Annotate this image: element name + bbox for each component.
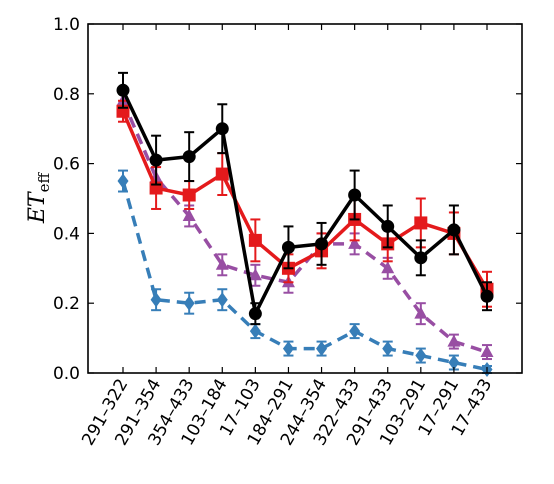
data-point-triangle xyxy=(447,334,461,347)
data-point-circle xyxy=(248,307,262,321)
series-line xyxy=(121,180,488,372)
data-point-triangle xyxy=(248,268,262,281)
data-point-diamond xyxy=(415,348,427,364)
data-point-triangle xyxy=(414,306,428,319)
y-axis-label-sub: eff xyxy=(35,172,53,193)
data-point-square xyxy=(248,233,262,247)
plot-area xyxy=(116,71,494,378)
data-point-square xyxy=(182,188,196,202)
data-point-circle xyxy=(182,150,196,164)
series-square xyxy=(116,99,494,308)
data-point-diamond xyxy=(349,323,361,339)
data-point-triangle xyxy=(182,208,196,221)
data-point-diamond xyxy=(150,292,162,308)
data-point-triangle xyxy=(215,257,229,270)
y-tick-label: 0.4 xyxy=(53,224,80,244)
data-point-diamond xyxy=(249,323,261,339)
data-point-square xyxy=(215,167,229,181)
data-point-triangle xyxy=(480,345,494,358)
data-point-circle xyxy=(149,153,163,167)
data-point-diamond xyxy=(117,173,129,189)
data-point-triangle xyxy=(348,236,362,249)
data-point-diamond xyxy=(382,341,394,357)
data-point-circle xyxy=(315,237,329,251)
data-point-circle xyxy=(348,188,362,202)
y-tick-label: 0.2 xyxy=(53,294,80,314)
data-point-diamond xyxy=(183,295,195,311)
y-axis-label: ETeff xyxy=(25,172,53,225)
y-tick-label: 0.8 xyxy=(53,85,80,105)
y-axis-label-main: ET xyxy=(25,190,50,224)
data-point-circle xyxy=(116,83,130,97)
series-circle xyxy=(116,71,494,326)
data-point-diamond xyxy=(216,292,228,308)
series-triangle xyxy=(116,89,494,361)
y-tick-label: 0.6 xyxy=(53,155,80,175)
data-point-circle xyxy=(381,219,395,233)
plot-frame xyxy=(87,23,523,374)
data-point-circle xyxy=(447,223,461,237)
y-tick-label: 0.0 xyxy=(53,364,80,384)
data-point-diamond xyxy=(316,341,328,357)
data-point-circle xyxy=(480,289,494,303)
data-point-circle xyxy=(281,240,295,254)
data-point-diamond xyxy=(282,341,294,357)
y-axis: 0.0 0.2 0.4 0.6 0.8 1.0 xyxy=(53,15,522,384)
data-point-diamond xyxy=(448,355,460,371)
data-point-circle xyxy=(215,122,229,136)
data-point-square xyxy=(414,216,428,230)
y-tick-label: 1.0 xyxy=(53,15,80,35)
data-point-circle xyxy=(414,251,428,265)
data-point-triangle xyxy=(381,261,395,274)
x-axis: 291–322291–354354–433103–18417–103184–29… xyxy=(78,24,496,449)
series-diamond xyxy=(117,169,493,378)
